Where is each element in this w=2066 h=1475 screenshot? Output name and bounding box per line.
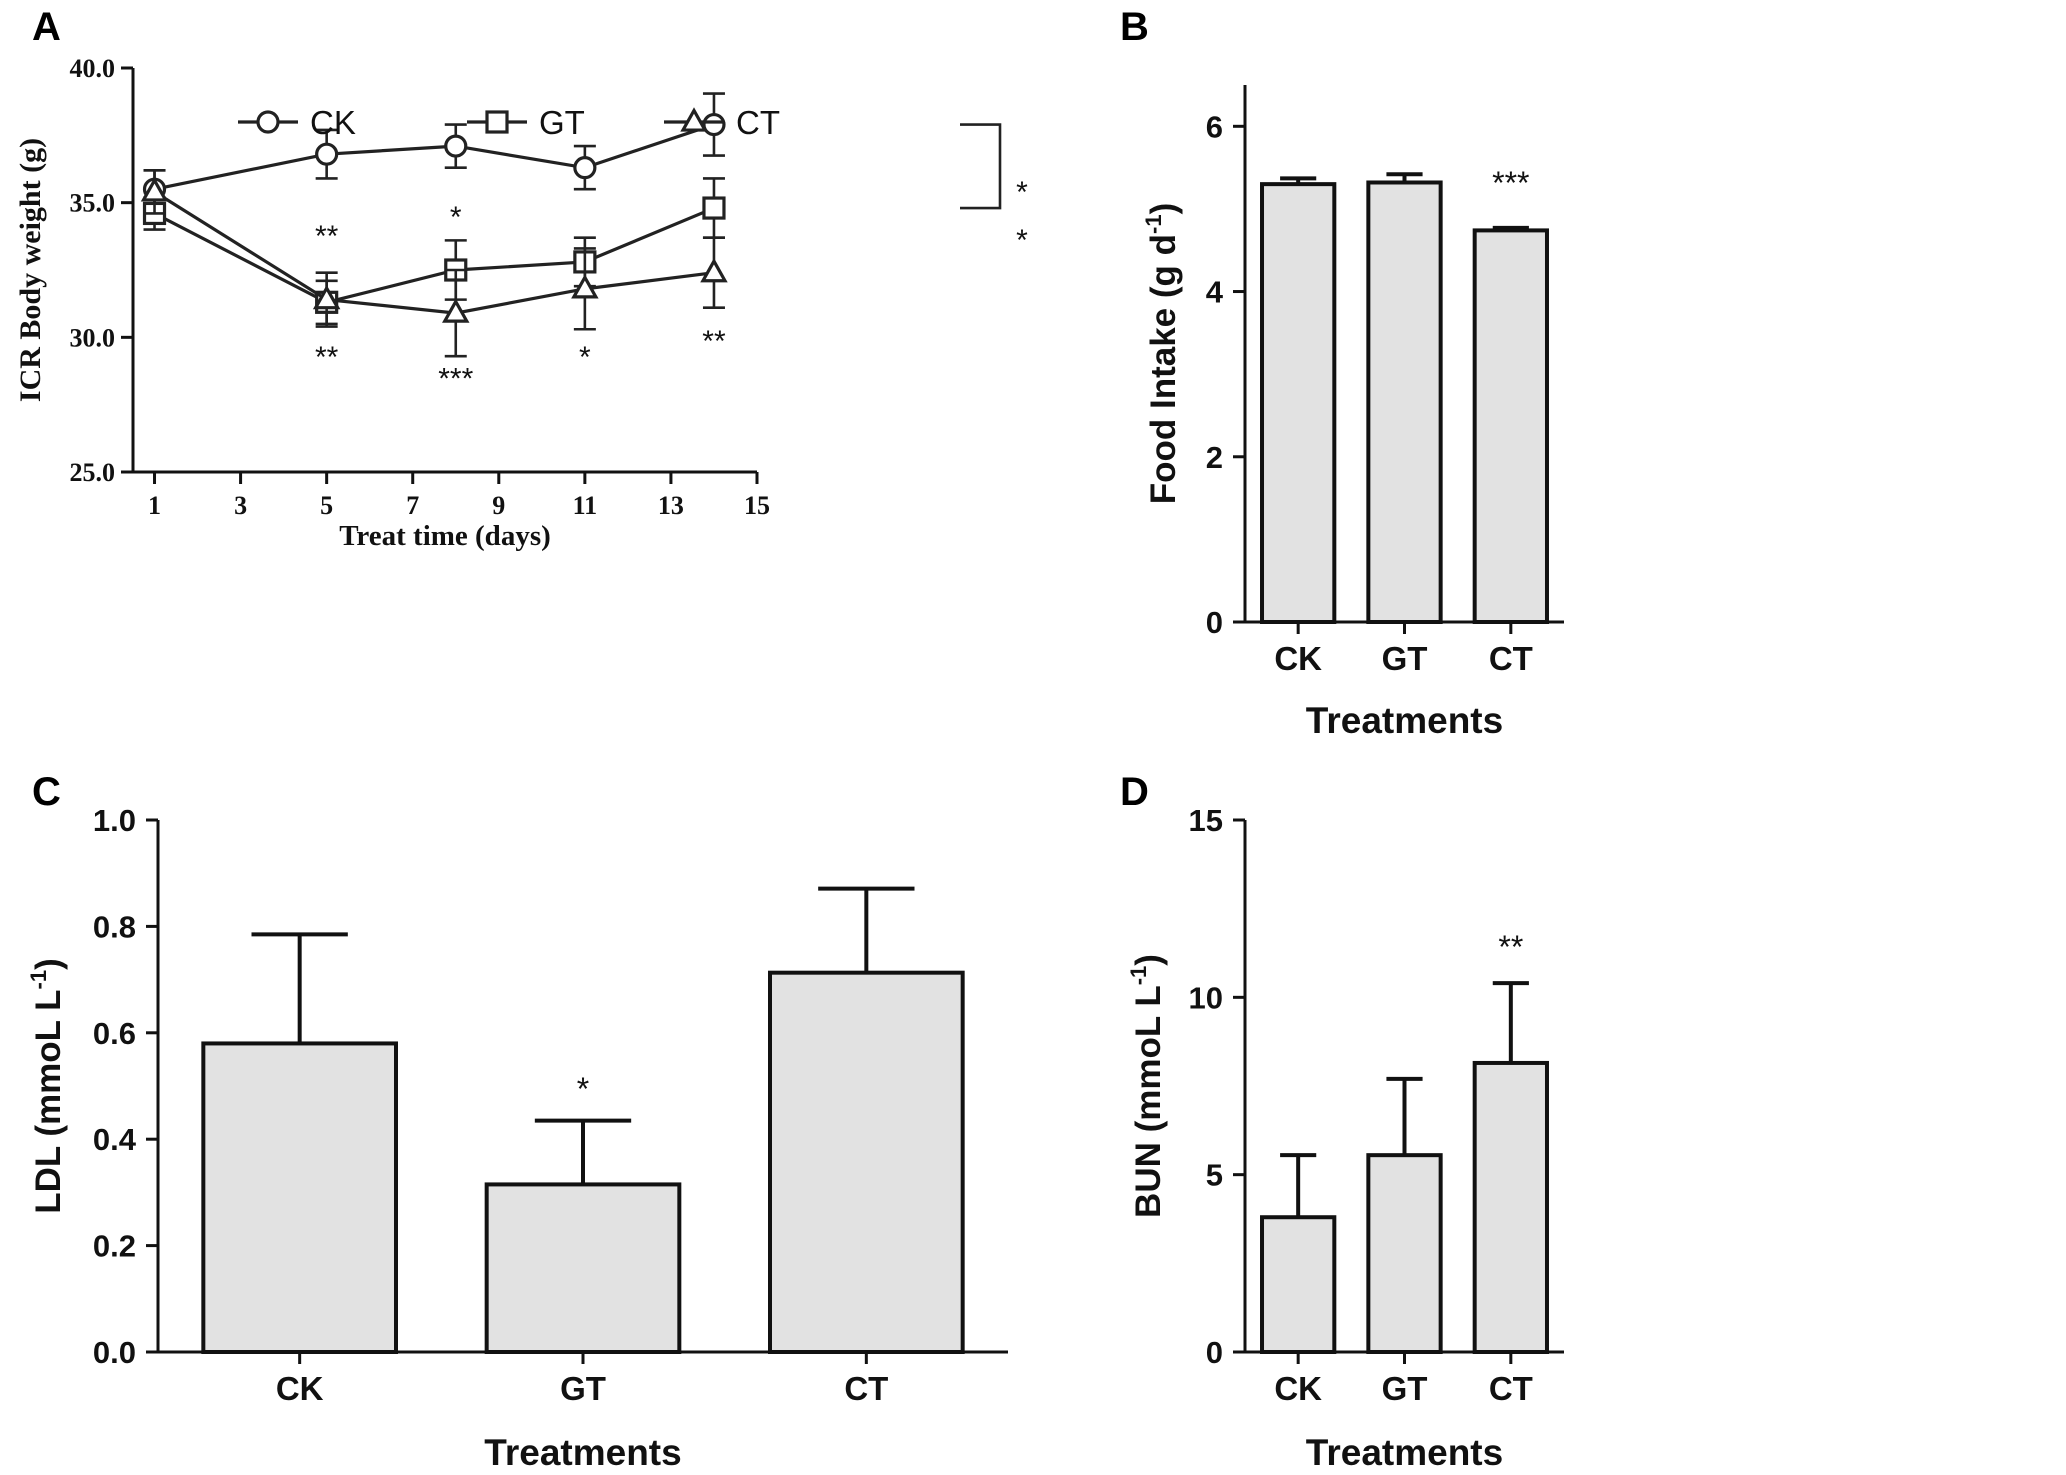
bar-ct — [768, 970, 965, 1355]
x-tick-label: 5 — [320, 491, 333, 520]
significance-mark: * — [577, 1071, 589, 1107]
bracket-star: * — [1016, 224, 1028, 257]
x-tick-label: CK — [1274, 640, 1322, 677]
x-tick-label: 9 — [492, 491, 505, 520]
x-tick-label: 3 — [234, 491, 247, 520]
data-point-ct — [442, 298, 470, 323]
y-tick-label: 35.0 — [70, 189, 116, 218]
data-point-ck — [702, 112, 726, 137]
x-tick-label: CT — [1489, 1370, 1533, 1407]
y-axis-title: ICR Body weight (g) — [14, 138, 47, 402]
y-tick-label: 15 — [1189, 803, 1223, 838]
x-tick-label: GT — [1382, 640, 1428, 677]
panel-c-bar-chart: 0.0 0.2 0.4 0.6 0.8 1.0 CK GT CT * Treatments LDL (… — [26, 803, 1008, 1473]
y-tick-label: 0 — [1206, 605, 1223, 640]
bar-gt — [484, 1182, 682, 1355]
y-axis-title: Food Intake (g d-1) — [1141, 203, 1183, 504]
bar-ct — [1472, 228, 1549, 624]
series-line-gt — [153, 206, 715, 305]
significance-mark: *** — [438, 363, 473, 396]
x-tick-label: GT — [560, 1370, 606, 1407]
legend-marker — [256, 110, 280, 134]
data-point-ct — [571, 274, 599, 299]
y-tick-label: 30.0 — [70, 323, 116, 352]
significance-mark: *** — [1492, 165, 1529, 201]
y-tick-label: 25.0 — [70, 458, 116, 487]
series-ct — [140, 169, 728, 358]
series-line-ct — [153, 190, 715, 315]
bracket-star: * — [1016, 176, 1028, 209]
y-axis-title: BUN (mmoL L-1) — [1126, 954, 1168, 1218]
x-axis-title: Treat time (days) — [339, 520, 551, 552]
legend-label: CT — [736, 104, 780, 141]
y-axis-title: LDL (mmoL L-1) — [26, 958, 68, 1213]
data-point-ct — [700, 257, 728, 283]
x-axis-title: Treatments — [484, 1432, 681, 1473]
y-tick-label: 1.0 — [93, 803, 136, 838]
significance-bracket — [960, 123, 1002, 210]
data-point-ck — [573, 156, 597, 180]
series-ck — [142, 92, 726, 210]
bar-ck — [1260, 1215, 1337, 1355]
series-gt — [142, 177, 726, 326]
y-tick-label: 0.4 — [93, 1122, 137, 1157]
significance-mark: ** — [315, 220, 339, 253]
y-tick-label: 6 — [1206, 109, 1223, 144]
x-tick-label: CT — [844, 1370, 888, 1407]
y-tick-label: 5 — [1206, 1158, 1223, 1193]
legend-marker — [485, 110, 509, 134]
panel-label-d: D — [1120, 770, 1149, 814]
legend-item-gt: GT — [467, 104, 585, 141]
x-axis-title: Treatments — [1306, 700, 1503, 741]
x-tick-label: 15 — [744, 491, 770, 520]
data-point-ct — [140, 177, 169, 202]
bar-ct — [1472, 1060, 1549, 1354]
y-tick-label: 2 — [1206, 440, 1223, 475]
y-tick-label: 40.0 — [70, 54, 116, 83]
legend-label: CK — [310, 104, 356, 141]
data-point-ck — [444, 134, 468, 158]
panel-label-b: B — [1120, 5, 1149, 49]
x-tick-label: 7 — [406, 491, 419, 520]
y-tick-label: 10 — [1189, 980, 1223, 1015]
x-axis-title: Treatments — [1306, 1432, 1503, 1473]
y-tick-label: 0 — [1206, 1335, 1223, 1370]
legend-label: GT — [539, 104, 585, 141]
panel-d-bar-chart: 0 5 10 15 CK GT CT ** Treatments BUN (mmoL L-1) — [1126, 803, 1564, 1473]
bar-ck — [1260, 182, 1337, 624]
y-tick-label: 0.0 — [93, 1335, 136, 1370]
x-tick-label: 11 — [573, 491, 598, 520]
legend-marker — [680, 107, 708, 132]
y-tick-label: 0.8 — [93, 909, 136, 944]
significance-mark: * — [450, 201, 462, 234]
x-tick-label: CK — [276, 1370, 324, 1407]
data-point-gt — [702, 196, 726, 220]
x-tick-label: GT — [1382, 1370, 1428, 1407]
y-tick-label: 0.6 — [93, 1016, 136, 1051]
y-tick-label: 0.2 — [93, 1229, 136, 1264]
data-point-ct — [312, 284, 341, 310]
significance-mark: ** — [1498, 929, 1523, 965]
panel-label-a: A — [32, 5, 61, 49]
series-line-ck — [154, 123, 715, 191]
y-tick-label: 4 — [1206, 275, 1224, 310]
bar-gt — [1366, 180, 1443, 625]
x-tick-label: 1 — [148, 491, 161, 520]
significance-mark: * — [579, 341, 591, 374]
x-tick-label: 13 — [658, 491, 684, 520]
significance-mark: ** — [315, 341, 339, 374]
panel-b-bar-chart: 0 2 4 6 CK GT CT *** Treatments Food Intake (g d-… — [1141, 85, 1564, 741]
x-tick-label: CK — [1274, 1370, 1322, 1407]
x-tick-label: CT — [1489, 640, 1533, 677]
legend-item-ck: CK — [238, 104, 356, 141]
significance-mark: ** — [702, 325, 726, 358]
bar-gt — [1366, 1153, 1443, 1355]
panel-label-c: C — [32, 770, 61, 814]
data-point-ck — [315, 142, 339, 166]
bar-ck — [201, 1041, 398, 1354]
legend-item-ct: CT — [664, 104, 780, 141]
